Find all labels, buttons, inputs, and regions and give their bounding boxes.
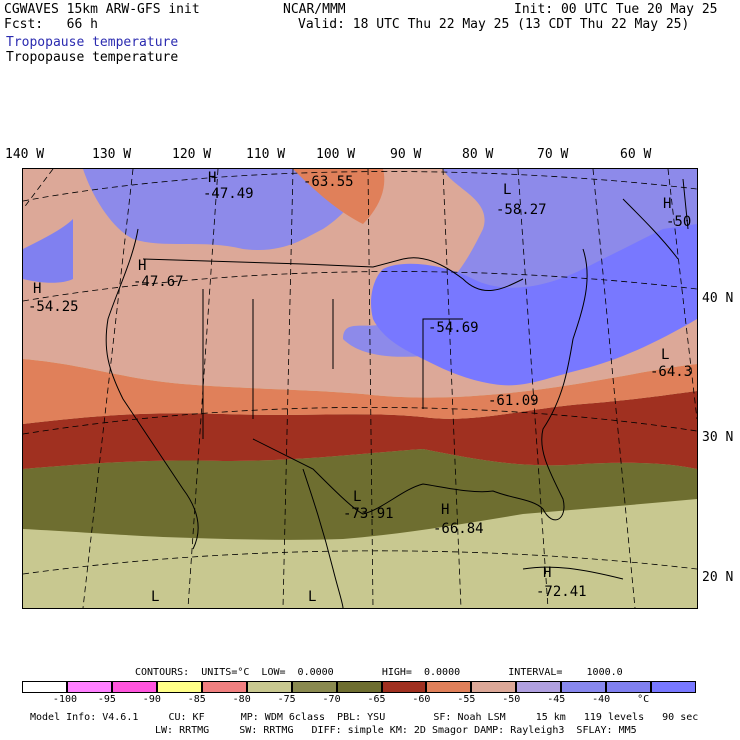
legend-tick-label: -45	[547, 694, 566, 705]
extremum-value: -47.49	[203, 186, 254, 202]
legend-swatch	[111, 681, 157, 693]
extremum-value: -61.09	[488, 393, 539, 409]
lon-label-140w: 140 W	[5, 147, 45, 162]
field-title-2: Tropopause temperature	[6, 50, 179, 65]
legend-swatch	[381, 681, 427, 693]
extremum-value: -64.3	[650, 364, 692, 380]
extremum-type: H	[441, 502, 449, 518]
legend-tick-label: -75	[277, 694, 296, 705]
model-title: CGWAVES 15km ARW-GFS init	[4, 2, 200, 17]
contour-info: CONTOURS: UNITS=°C LOW= 0.0000 HIGH= 0.0…	[135, 667, 623, 678]
extremum-type: L	[503, 182, 511, 198]
band-minus65	[23, 391, 697, 469]
source-label: NCAR/MMM	[283, 2, 346, 17]
extremum-type: H	[138, 258, 146, 274]
forecast-hour: Fcst: 66 h	[4, 17, 98, 32]
legend-swatch	[246, 681, 292, 693]
extremum-value: -63.55	[303, 174, 354, 190]
legend-swatch	[426, 681, 472, 693]
lat-label-40n: 40 N	[702, 291, 734, 306]
extremum-type: L	[353, 489, 361, 505]
init-time: Init: 00 UTC Tue 20 May 25	[514, 2, 718, 17]
lon-label-100w: 100 W	[316, 147, 356, 162]
extrema-labels: H -47.49 -63.55 L -58.27 H -50 H -47.67 …	[28, 170, 692, 605]
lon-label-110w: 110 W	[246, 147, 286, 162]
valid-time: Valid: 18 UTC Thu 22 May 25 (13 CDT Thu …	[298, 17, 690, 32]
model-info-line-2: LW: RRTMG SW: RRTMG DIFF: simple KM: 2D …	[155, 725, 637, 736]
extremum-type: H	[663, 196, 671, 212]
extremum-value: -47.67	[133, 274, 184, 290]
lon-label-70w: 70 W	[537, 147, 569, 162]
extremum-type: L	[151, 589, 159, 605]
legend-tick-label: -50	[502, 694, 521, 705]
lon-label-90w: 90 W	[390, 147, 422, 162]
band-minus60-north	[293, 169, 385, 224]
legend-tick-label: -85	[187, 694, 206, 705]
extremum-value: -54.25	[28, 299, 79, 315]
band-minus60	[23, 359, 697, 424]
extremum-type: H	[543, 565, 551, 581]
extremum-type: L	[308, 589, 316, 605]
band-minus70	[23, 449, 697, 540]
legend-tick-label: -65	[367, 694, 386, 705]
legend-tick-label: -55	[457, 694, 476, 705]
tropopause-temperature-map: H -47.49 -63.55 L -58.27 H -50 H -47.67 …	[22, 168, 698, 609]
legend-tick-label: -60	[412, 694, 431, 705]
legend-tick-label: -95	[97, 694, 116, 705]
lon-label-60w: 60 W	[620, 147, 652, 162]
extremum-type: H	[33, 281, 41, 297]
legend-swatch	[156, 681, 202, 693]
extremum-value: -50	[666, 214, 691, 230]
extremum-value: -73.91	[343, 506, 394, 522]
legend-tick-label: -70	[322, 694, 341, 705]
band-minus40	[371, 224, 697, 386]
color-legend	[22, 681, 697, 693]
legend-swatch	[471, 681, 517, 693]
field-title-1: Tropopause temperature	[6, 35, 179, 50]
extremum-value: -66.84	[433, 521, 484, 537]
lat-label-30n: 30 N	[702, 430, 734, 445]
legend-swatch	[22, 681, 67, 693]
lat-label-20n: 20 N	[702, 570, 734, 585]
legend-swatch	[606, 681, 652, 693]
legend-swatch	[336, 681, 382, 693]
legend-swatch	[66, 681, 112, 693]
extremum-value: -72.41	[536, 584, 587, 600]
legend-swatch	[201, 681, 247, 693]
legend-tick-label: -90	[142, 694, 161, 705]
coastlines	[105, 178, 689, 608]
lon-label-80w: 80 W	[462, 147, 494, 162]
band-minus45-west	[23, 219, 73, 283]
model-info-line-1: Model Info: V4.6.1 CU: KF MP: WDM 6class…	[30, 712, 699, 723]
legend-swatch	[516, 681, 562, 693]
legend-swatch	[651, 681, 697, 693]
extremum-value: -54.69	[428, 320, 479, 336]
legend-tick-label: -100	[52, 694, 78, 705]
lon-label-120w: 120 W	[172, 147, 212, 162]
extremum-type: H	[208, 170, 216, 186]
lon-label-130w: 130 W	[92, 147, 132, 162]
legend-swatch	[291, 681, 337, 693]
extremum-type: L	[661, 347, 669, 363]
legend-tick-label: °C	[637, 694, 650, 705]
legend-swatch	[561, 681, 607, 693]
extremum-value: -58.27	[496, 202, 547, 218]
legend-tick-label: -80	[232, 694, 251, 705]
legend-tick-label: -40	[592, 694, 611, 705]
